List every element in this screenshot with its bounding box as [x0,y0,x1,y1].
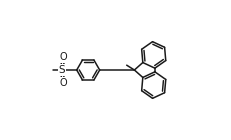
Text: S: S [59,65,65,75]
Text: O: O [59,78,67,88]
Text: O: O [59,52,67,62]
